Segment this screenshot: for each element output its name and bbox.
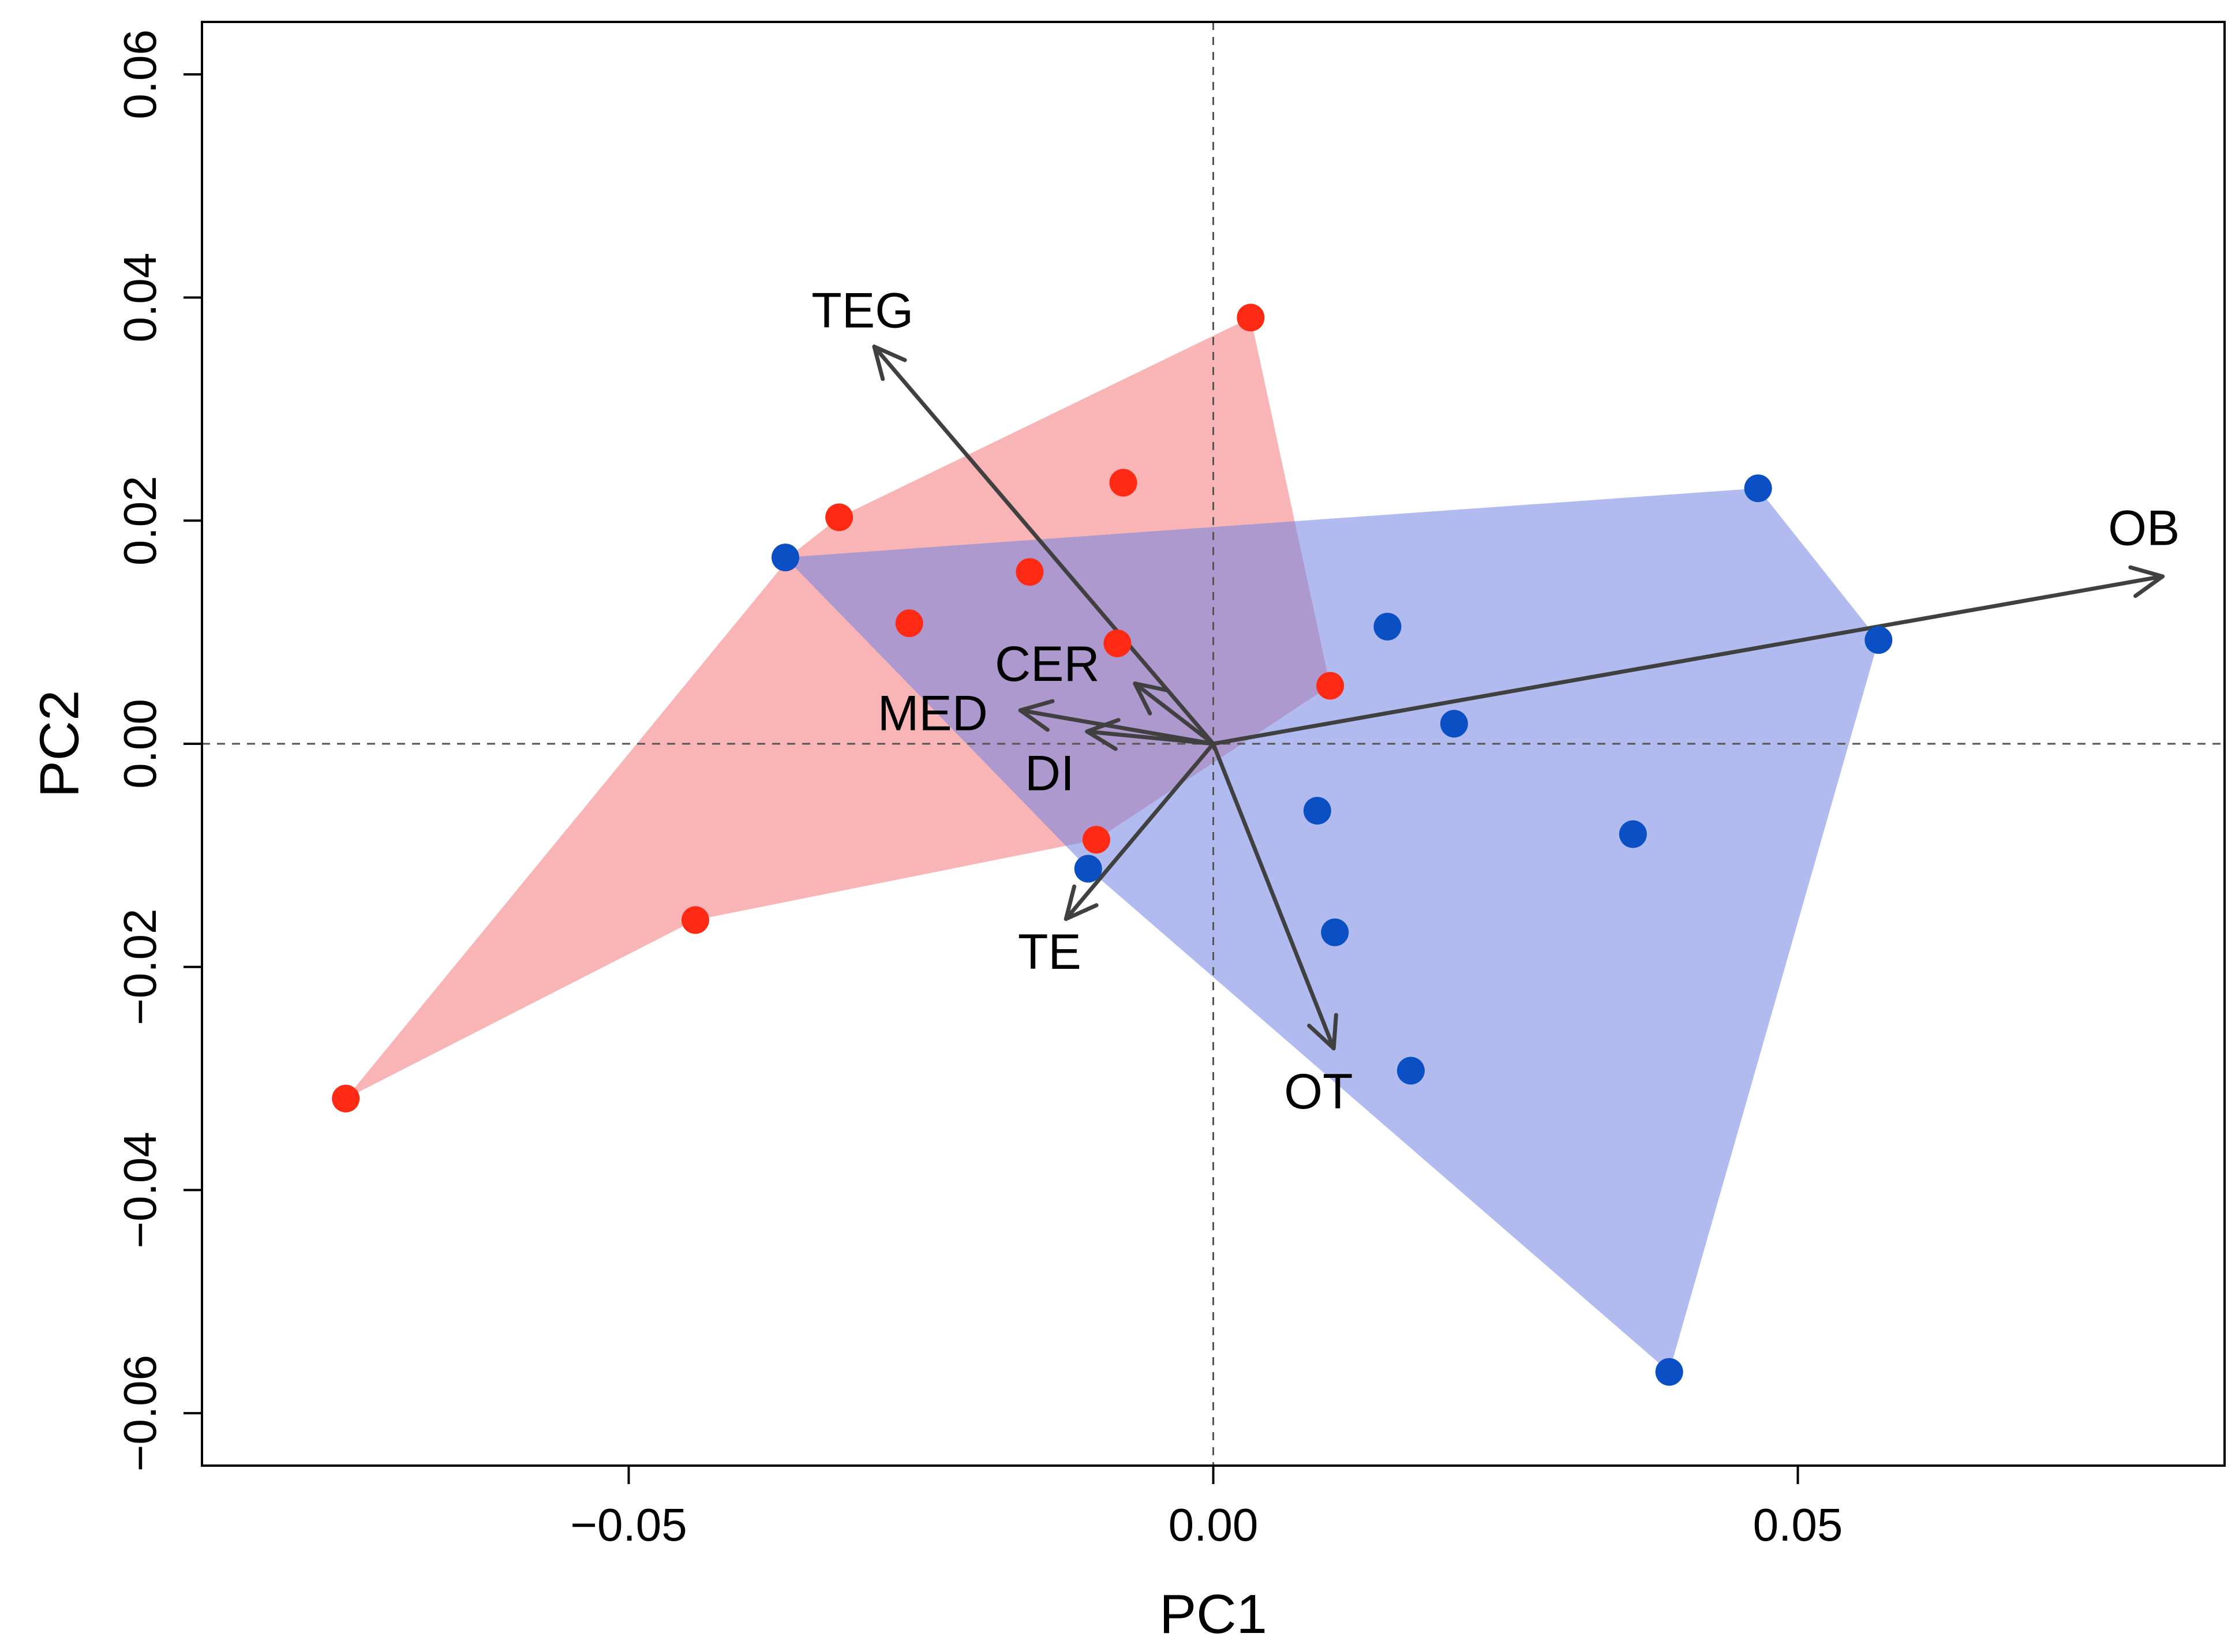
arrowhead-di (1085, 718, 1121, 751)
y-tick-label: 0.06 (114, 29, 166, 119)
blue-data-point (1619, 820, 1647, 848)
red-data-point (1237, 304, 1265, 332)
y-tick-label: −0.06 (114, 1355, 166, 1471)
y-axis-title: PC2 (28, 690, 90, 798)
blue-data-point (1321, 918, 1349, 946)
red-data-point (1109, 469, 1137, 497)
blue-data-point (1074, 855, 1102, 883)
loading-label-ot: OT (1284, 1064, 1353, 1119)
loading-label-cer: CER (995, 636, 1100, 692)
loading-arrow-di (1085, 729, 1215, 746)
x-axis-title: PC1 (1159, 1583, 1267, 1645)
y-tick-label: 0.00 (114, 699, 166, 789)
loading-arrow-cer (1133, 681, 1215, 746)
red-data-point (681, 906, 709, 934)
data-points (332, 304, 1893, 1386)
loading-label-med: MED (878, 685, 988, 741)
loading-arrow-ot (1211, 741, 1336, 1051)
blue-data-point (1440, 710, 1468, 738)
red-group-hull (346, 317, 1331, 1099)
blue-data-point (1396, 1057, 1425, 1085)
x-tick-label: −0.05 (570, 1499, 687, 1550)
red-data-point (332, 1084, 360, 1112)
arrowhead-te (1064, 884, 1099, 921)
red-data-point (1016, 558, 1044, 586)
blue-data-point (1373, 612, 1402, 640)
y-tick-label: 0.02 (114, 475, 166, 565)
red-data-point (895, 609, 923, 638)
arrowhead-ot (1307, 1013, 1338, 1051)
y-tick-label: −0.04 (114, 1132, 166, 1248)
red-data-point (1103, 629, 1132, 657)
loading-label-te: TE (1018, 924, 1081, 980)
blue-data-point (1864, 626, 1893, 654)
loading-arrow-ob (1211, 574, 2165, 746)
blue-data-point (1303, 797, 1331, 825)
loading-label-ob: OB (2108, 500, 2180, 556)
red-data-point (1316, 672, 1345, 700)
x-tick-label: 0.00 (1169, 1499, 1259, 1550)
loading-label-teg: TEG (811, 283, 913, 338)
arrowhead-cer (1133, 681, 1170, 716)
arrowhead-med (1018, 699, 1055, 732)
x-tick-label: 0.05 (1753, 1499, 1843, 1550)
axes: −0.05 0.00 0.05 −0.06 −0.04 −0.02 0.00 0.02 0.04… (114, 29, 1843, 1550)
loading-arrow-teg (872, 344, 1215, 746)
red-data-point (825, 503, 853, 531)
arrowhead-ob (2128, 565, 2165, 598)
blue-data-point (1655, 1358, 1683, 1386)
red-data-point (1082, 826, 1110, 854)
y-tick-label: 0.04 (114, 253, 166, 343)
blue-data-point (771, 544, 799, 572)
arrowhead-teg (872, 344, 907, 381)
loading-arrow-te (1064, 741, 1215, 921)
loading-arrow-med (1018, 708, 1215, 746)
y-tick-label: −0.02 (114, 908, 166, 1025)
blue-data-point (1744, 474, 1772, 503)
loading-label-di: DI (1025, 746, 1074, 801)
